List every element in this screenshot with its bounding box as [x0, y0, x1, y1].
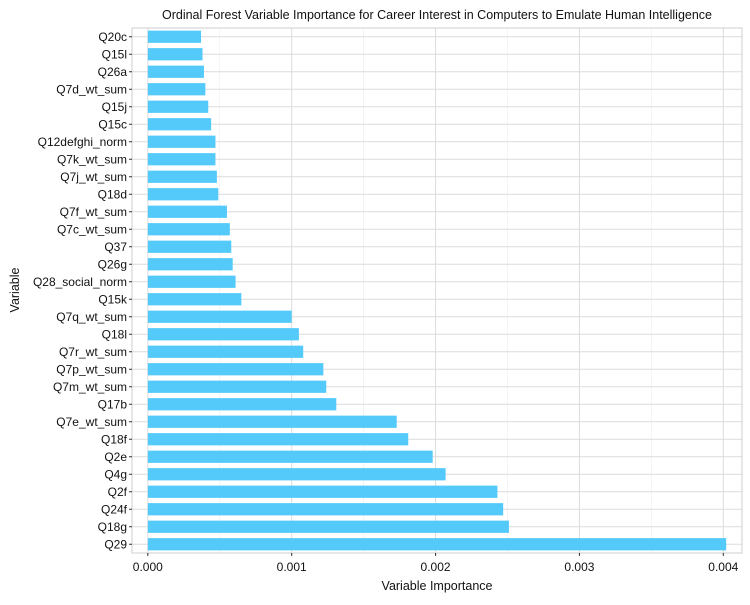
y-tick-label: Q7d_wt_sum — [56, 82, 127, 96]
bar-Q17b — [147, 398, 337, 411]
bar-Q7f_wt_sum — [147, 205, 227, 218]
y-tick-label: Q24f — [101, 502, 128, 516]
bar-Q7k_wt_sum — [147, 153, 216, 166]
plot-panel — [132, 28, 742, 553]
bar-Q26a — [147, 65, 204, 78]
y-tick-label: Q37 — [104, 240, 127, 254]
bar-Q7m_wt_sum — [147, 380, 327, 393]
y-tick-label: Q15j — [102, 100, 127, 114]
bar-Q37 — [147, 240, 232, 253]
bar-Q18g — [147, 520, 509, 533]
bar-Q4g — [147, 468, 446, 481]
bar-Q24f — [147, 503, 504, 516]
bar-Q28_social_norm — [147, 275, 236, 288]
y-tick-label: Q18g — [98, 520, 127, 534]
y-tick-label: Q2e — [104, 450, 127, 464]
bar-Q15k — [147, 293, 242, 306]
y-tick-label: Q18d — [98, 187, 127, 201]
y-tick-label: Q7j_wt_sum — [60, 170, 127, 184]
y-tick-label: Q28_social_norm — [33, 275, 127, 289]
x-tick-label: 0.002 — [421, 560, 451, 574]
y-tick-label: Q18l — [102, 327, 127, 341]
bar-Q7e_wt_sum — [147, 415, 397, 428]
y-tick-label: Q7e_wt_sum — [56, 415, 127, 429]
y-tick-label: Q7r_wt_sum — [59, 345, 127, 359]
bar-Q2e — [147, 450, 433, 463]
bar-Q2f — [147, 485, 498, 498]
y-tick-label: Q7c_wt_sum — [57, 222, 127, 236]
chart-title: Ordinal Forest Variable Importance for C… — [162, 8, 712, 22]
y-tick-label: Q7f_wt_sum — [60, 205, 127, 219]
plot-border — [131, 27, 743, 554]
bar-Q18l — [147, 328, 299, 341]
x-tick-label: 0.003 — [564, 560, 594, 574]
y-tick-label: Q17b — [98, 397, 128, 411]
y-tick-label: Q29 — [104, 537, 127, 551]
bar-Q7j_wt_sum — [147, 170, 217, 183]
bar-Q7d_wt_sum — [147, 83, 206, 96]
bar-Q29 — [147, 538, 727, 551]
y-tick-label: Q26g — [98, 257, 127, 271]
y-tick-label: Q7q_wt_sum — [56, 310, 127, 324]
x-tick-label: 0.000 — [133, 560, 163, 574]
x-axis-title: Variable Importance — [382, 579, 493, 593]
y-tick-label: Q2f — [108, 485, 128, 499]
y-tick-label: Q15l — [102, 47, 127, 61]
y-tick-label: Q18f — [101, 432, 128, 446]
y-tick-label: Q7p_wt_sum — [56, 362, 127, 376]
bar-Q15j — [147, 100, 209, 113]
bar-Q7p_wt_sum — [147, 363, 324, 376]
bar-Q7q_wt_sum — [147, 310, 292, 323]
plot-area: Q20c Q15l Q26a Q7d_wt_sum Q15j Q15c Q12defghi_… — [33, 27, 743, 574]
y-tick-label: Q7k_wt_sum — [57, 152, 127, 166]
y-tick-label: Q4g — [104, 467, 127, 481]
y-tick-label: Q7m_wt_sum — [53, 380, 127, 394]
bar-Q26g — [147, 258, 233, 271]
y-tick-label: Q15k — [98, 292, 128, 306]
bar-Q7c_wt_sum — [147, 223, 230, 236]
x-tick-label: 0.004 — [708, 560, 738, 574]
bar-Q12defghi_norm — [147, 135, 216, 148]
bar-Q15l — [147, 48, 203, 61]
y-tick-label: Q12defghi_norm — [38, 135, 127, 149]
bar-Q18f — [147, 433, 409, 446]
y-tick-label: Q20c — [98, 30, 127, 44]
y-tick-label: Q15c — [98, 117, 127, 131]
bar-Q18d — [147, 188, 219, 201]
x-tick-label: 0.001 — [277, 560, 307, 574]
bar-Q7r_wt_sum — [147, 345, 304, 358]
bar-Q15c — [147, 118, 212, 131]
y-axis-title: Variable — [8, 267, 22, 312]
y-tick-label: Q26a — [98, 65, 128, 79]
bar-Q20c — [147, 30, 202, 43]
